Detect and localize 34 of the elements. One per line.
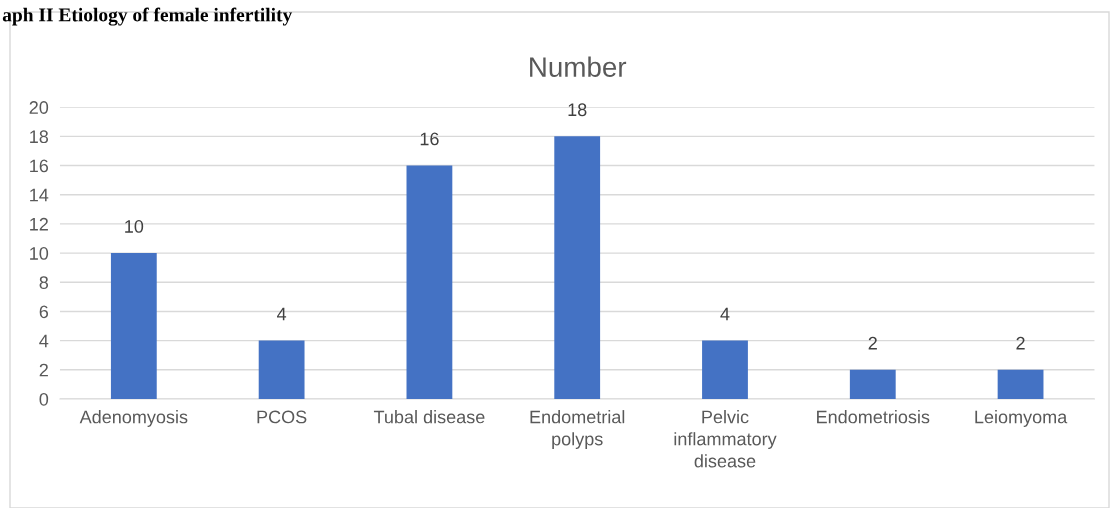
- data-label: 18: [568, 103, 587, 117]
- data-label: 2: [1016, 336, 1025, 350]
- y-tick-label: 20: [29, 101, 49, 114]
- bar: [702, 340, 748, 399]
- y-tick-label: 18: [30, 130, 49, 144]
- text: aph II Etiology of female infertility: [2, 7, 293, 26]
- y-tick-label: 16: [30, 159, 49, 173]
- data-label: 16: [420, 132, 439, 146]
- x-tick-label: PCOS: [257, 410, 307, 424]
- x-tick-label: Tubal disease: [373, 410, 485, 424]
- bar: [258, 340, 305, 399]
- bar: [110, 253, 157, 399]
- data-label: 10: [125, 220, 144, 233]
- x-tick-label: Endometrial polyps: [530, 410, 625, 449]
- bar: [406, 165, 453, 399]
- x-tick-label: Endometriosis: [817, 410, 930, 424]
- x-tick-label: Leiomyoma: [975, 410, 1068, 427]
- y-tick-label: 8: [39, 276, 49, 289]
- y-tick-label: 10: [30, 247, 49, 260]
- data-label: 2: [868, 336, 877, 350]
- y-tick-label: 2: [39, 363, 48, 377]
- x-tick-label: Pelvic inflammatory disease: [674, 410, 777, 468]
- y-tick-label: 14: [30, 188, 49, 202]
- bar: [849, 369, 896, 399]
- data-label: 4: [720, 307, 730, 321]
- data-label: 4: [277, 307, 287, 321]
- bar: [997, 369, 1044, 399]
- bar: [554, 136, 601, 399]
- x-tick-label: Adenomyosis: [79, 410, 188, 427]
- y-tick-label: 6: [39, 305, 49, 319]
- y-tick-label: 0: [39, 392, 49, 406]
- chart-title: Number: [530, 56, 627, 77]
- y-tick-label: 12: [30, 217, 48, 231]
- y-tick-label: 4: [39, 334, 49, 348]
